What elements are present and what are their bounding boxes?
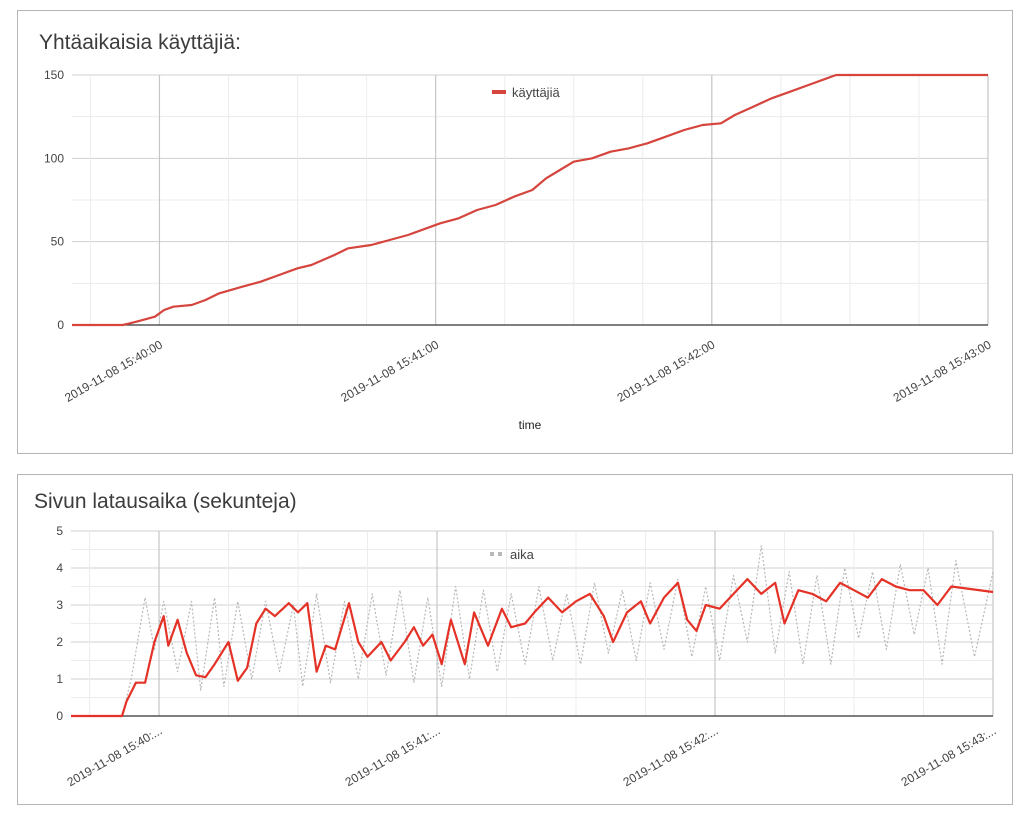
page-load-time-panel: Sivun latausaika (sekunteja) 0 1 2 3 4 5 2019-… (17, 474, 1013, 805)
x-tick-label: 2019-11-08 15:42:... (621, 723, 721, 789)
x-tick-label: 2019-11-08 15:42:00 (615, 337, 718, 405)
gridlines (72, 74, 989, 325)
series-line (71, 578, 994, 718)
chart-title: Sivun latausaika (sekunteja) (34, 490, 297, 513)
y-tick-label: 50 (51, 235, 65, 249)
x-axis-title: time (519, 418, 542, 432)
series-line (72, 73, 988, 327)
legend-item: aika (490, 547, 535, 562)
x-tick-label: 2019-11-08 15:43:00 (891, 337, 994, 405)
page-load-time-chart: 0 1 2 3 4 5 2019-11-08 15:40:... 2019-11-08 15:… (56, 524, 999, 789)
y-tick-label: 3 (56, 598, 63, 612)
concurrent-users-chart: 0 50 100 150 2019-11-08 15:40:00 2019-11-08 1… (44, 68, 994, 432)
y-tick-label: 0 (57, 318, 64, 332)
y-tick-label: 100 (44, 151, 64, 165)
concurrent-users-panel: Yhtäaikaisia käyttäjiä: 0 50 100 150 2019-11… (17, 10, 1013, 454)
y-tick-label: 2 (56, 635, 63, 649)
chart-title: Yhtäaikaisia käyttäjiä: (39, 31, 241, 54)
x-tick-label: 2019-11-08 15:41:00 (338, 337, 441, 405)
x-tick-label: 2019-11-08 15:43:... (899, 723, 999, 789)
x-tick-label: 2019-11-08 15:41:... (343, 723, 443, 789)
legend-label: aika (510, 547, 535, 562)
y-tick-label: 0 (56, 709, 63, 723)
y-tick-label: 5 (56, 524, 63, 538)
x-tick-label: 2019-11-08 15:40:00 (62, 337, 165, 405)
legend-label: käyttäjiä (512, 85, 560, 100)
y-tick-label: 4 (56, 561, 63, 575)
series-line (71, 545, 994, 717)
y-tick-label: 150 (44, 68, 64, 82)
y-tick-label: 1 (56, 672, 63, 686)
x-tick-label: 2019-11-08 15:40:... (65, 723, 165, 789)
legend-item: käyttäjiä (492, 85, 560, 100)
